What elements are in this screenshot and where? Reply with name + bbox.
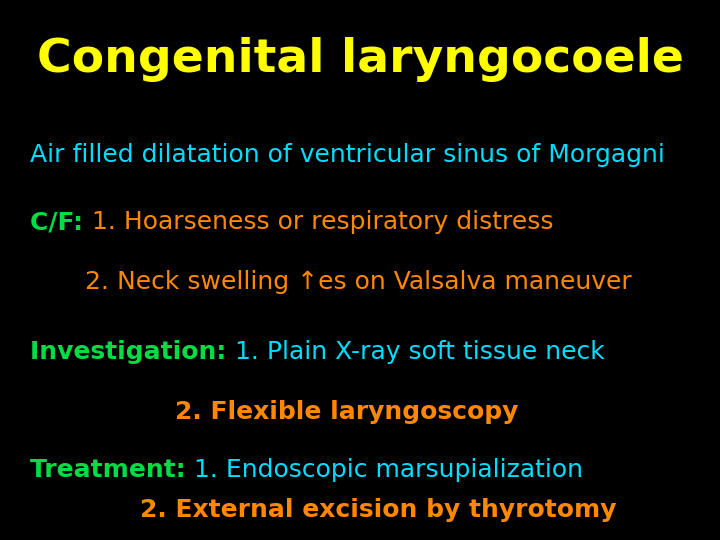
Text: Air filled dilatation of ventricular sinus of Morgagni: Air filled dilatation of ventricular sin… (30, 143, 665, 167)
Text: Treatment:: Treatment: (30, 458, 194, 482)
Text: 2. External excision by thyrotomy: 2. External excision by thyrotomy (140, 498, 616, 522)
Text: 2. Neck swelling ↑es on Valsalva maneuver: 2. Neck swelling ↑es on Valsalva maneuve… (85, 270, 631, 294)
Text: 1. Hoarseness or respiratory distress: 1. Hoarseness or respiratory distress (91, 210, 553, 234)
Text: 1. Endoscopic marsupialization: 1. Endoscopic marsupialization (194, 458, 583, 482)
Text: Congenital laryngocoele: Congenital laryngocoele (37, 37, 683, 83)
Text: 2. Flexible laryngoscopy: 2. Flexible laryngoscopy (175, 400, 518, 424)
Text: Investigation:: Investigation: (30, 340, 235, 364)
Text: C/F:: C/F: (30, 210, 91, 234)
Text: 1. Plain X-ray soft tissue neck: 1. Plain X-ray soft tissue neck (235, 340, 605, 364)
